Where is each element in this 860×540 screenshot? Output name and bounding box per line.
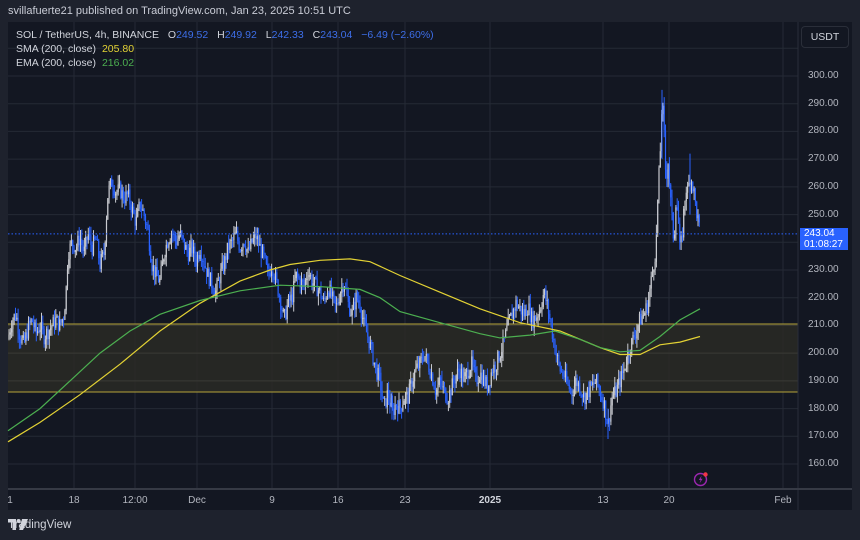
currency-button[interactable]: USDT [801, 26, 849, 48]
price-tick-label: 190.00 [808, 374, 839, 386]
time-tick-label: 9 [269, 495, 275, 506]
publisher-line: svillafuerte21 published on TradingView.… [8, 5, 351, 17]
sma-label: SMA (200, close) [16, 43, 96, 55]
time-tick-label: 1 [7, 495, 13, 506]
lightning-event-icon[interactable] [693, 471, 709, 487]
price-tick-label: 160.00 [808, 457, 839, 469]
price-tick-label: 290.00 [808, 97, 839, 109]
chart-legend: SOL / TetherUS, 4h, BINANCE O249.52 H249… [16, 28, 434, 70]
price-tick-label: 270.00 [808, 153, 839, 165]
time-tick-label: 23 [399, 495, 411, 506]
high-label: H [217, 29, 225, 41]
close-label: C [312, 29, 321, 41]
last-price-tag: 243.04 01:08:27 [800, 228, 848, 250]
time-tick-label: Feb [774, 495, 792, 506]
candlesticks [8, 89, 700, 440]
sma-row[interactable]: SMA (200, close) 205.80 [16, 42, 434, 56]
price-tick-label: 280.00 [808, 125, 839, 137]
last-price-value: 243.04 [804, 228, 835, 239]
grid-lines [8, 22, 798, 489]
time-tick-label: 12:00 [122, 495, 148, 506]
tradingview-logo[interactable]: TradingView [8, 519, 71, 531]
ema-label: EMA (200, close) [16, 57, 96, 69]
tradingview-logo-icon [8, 519, 28, 530]
time-tick-label: 2025 [478, 495, 502, 506]
sma-value: 205.80 [101, 43, 135, 55]
symbol-ohlc-row: SOL / TetherUS, 4h, BINANCE O249.52 H249… [16, 28, 434, 42]
price-tick-label: 230.00 [808, 263, 839, 275]
time-tick-label: 18 [68, 495, 80, 506]
price-tick-label: 210.00 [808, 319, 839, 331]
ema-value: 216.02 [101, 57, 135, 69]
ema-row[interactable]: EMA (200, close) 216.02 [16, 56, 434, 70]
symbol-label[interactable]: SOL / TetherUS, 4h, BINANCE [16, 29, 159, 41]
price-tick-label: 220.00 [808, 291, 839, 303]
price-tick-label: 300.00 [808, 70, 839, 81]
open-value: 249.52 [176, 29, 209, 41]
moving-averages [7, 258, 701, 443]
price-tick-label: 180.00 [808, 402, 839, 414]
high-value: 249.92 [224, 29, 257, 41]
open-label: O [167, 29, 177, 41]
time-tick-label: 16 [332, 495, 344, 506]
change-value: −6.49 (−2.60%) [361, 29, 434, 41]
price-tick-label: 260.00 [808, 180, 839, 192]
bar-countdown: 01:08:27 [804, 239, 843, 250]
time-tick-label: 13 [597, 495, 609, 506]
price-tick-label: 170.00 [808, 430, 839, 442]
price-tick-label: 250.00 [808, 208, 839, 220]
price-tick-label: 200.00 [808, 347, 839, 359]
low-label: L [265, 29, 272, 41]
time-tick-label: Dec [188, 495, 206, 506]
close-value: 243.04 [320, 29, 353, 41]
time-tick-label: 20 [663, 495, 675, 506]
low-value: 242.33 [271, 29, 304, 41]
